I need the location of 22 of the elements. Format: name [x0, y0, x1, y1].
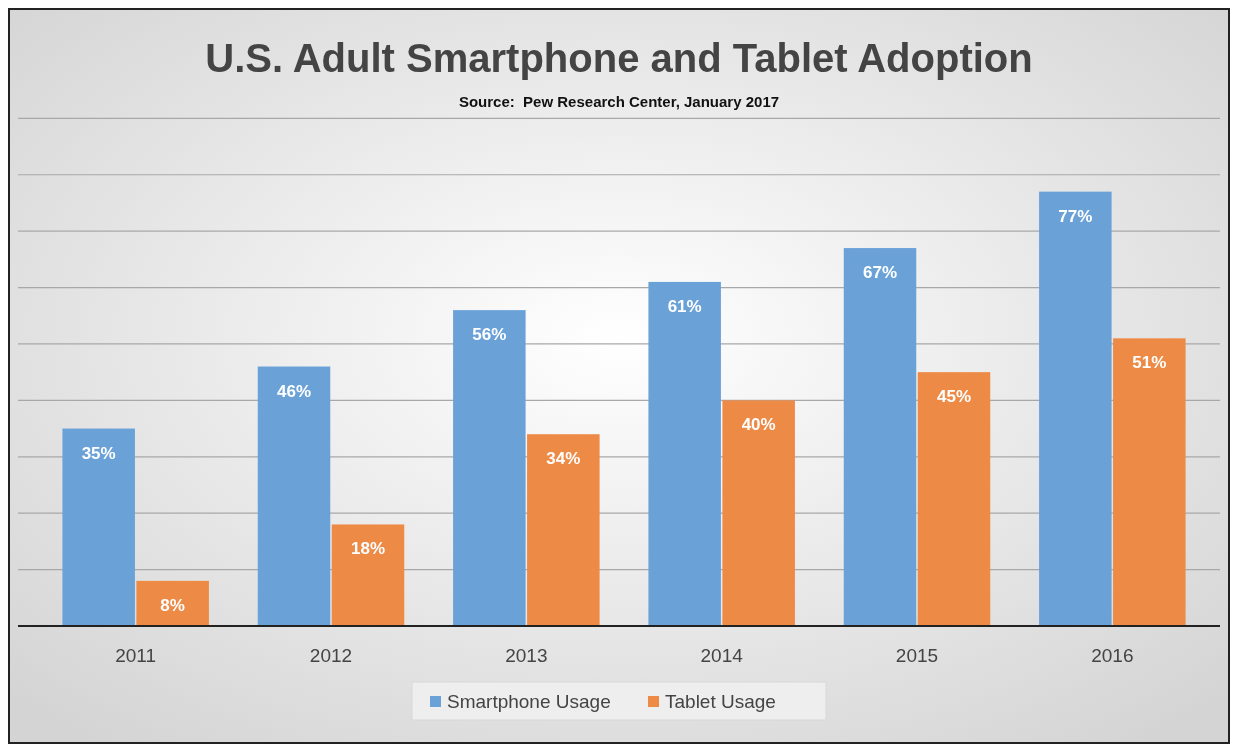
data-label: 77%: [1058, 206, 1093, 226]
data-label: 34%: [546, 449, 581, 469]
data-label: 35%: [81, 443, 116, 463]
data-label: 56%: [472, 325, 507, 345]
data-label: 46%: [276, 381, 312, 401]
legend-label: Smartphone Usage: [447, 691, 611, 712]
data-label: 18%: [350, 539, 386, 559]
data-label: 40%: [741, 415, 776, 435]
x-tick-label: 2011: [115, 645, 157, 666]
x-tick-label: 2016: [1091, 645, 1134, 666]
data-label: 45%: [936, 387, 972, 407]
source-note: Source: Pew Research Center, January 2017: [458, 93, 780, 110]
x-tick-label: 2013: [505, 645, 548, 666]
legend-label: Tablet Usage: [665, 691, 776, 712]
data-label: 8%: [160, 595, 185, 615]
x-tick-label: 2014: [700, 645, 744, 666]
x-tick-label: 2015: [895, 645, 939, 666]
chart-title: U.S. Adult Smartphone and Tablet Adoption: [205, 36, 1033, 80]
data-label: 61%: [667, 296, 702, 316]
x-tick-label: 2012: [309, 645, 353, 666]
data-label: 67%: [862, 263, 898, 283]
data-label: 51%: [1132, 353, 1167, 373]
